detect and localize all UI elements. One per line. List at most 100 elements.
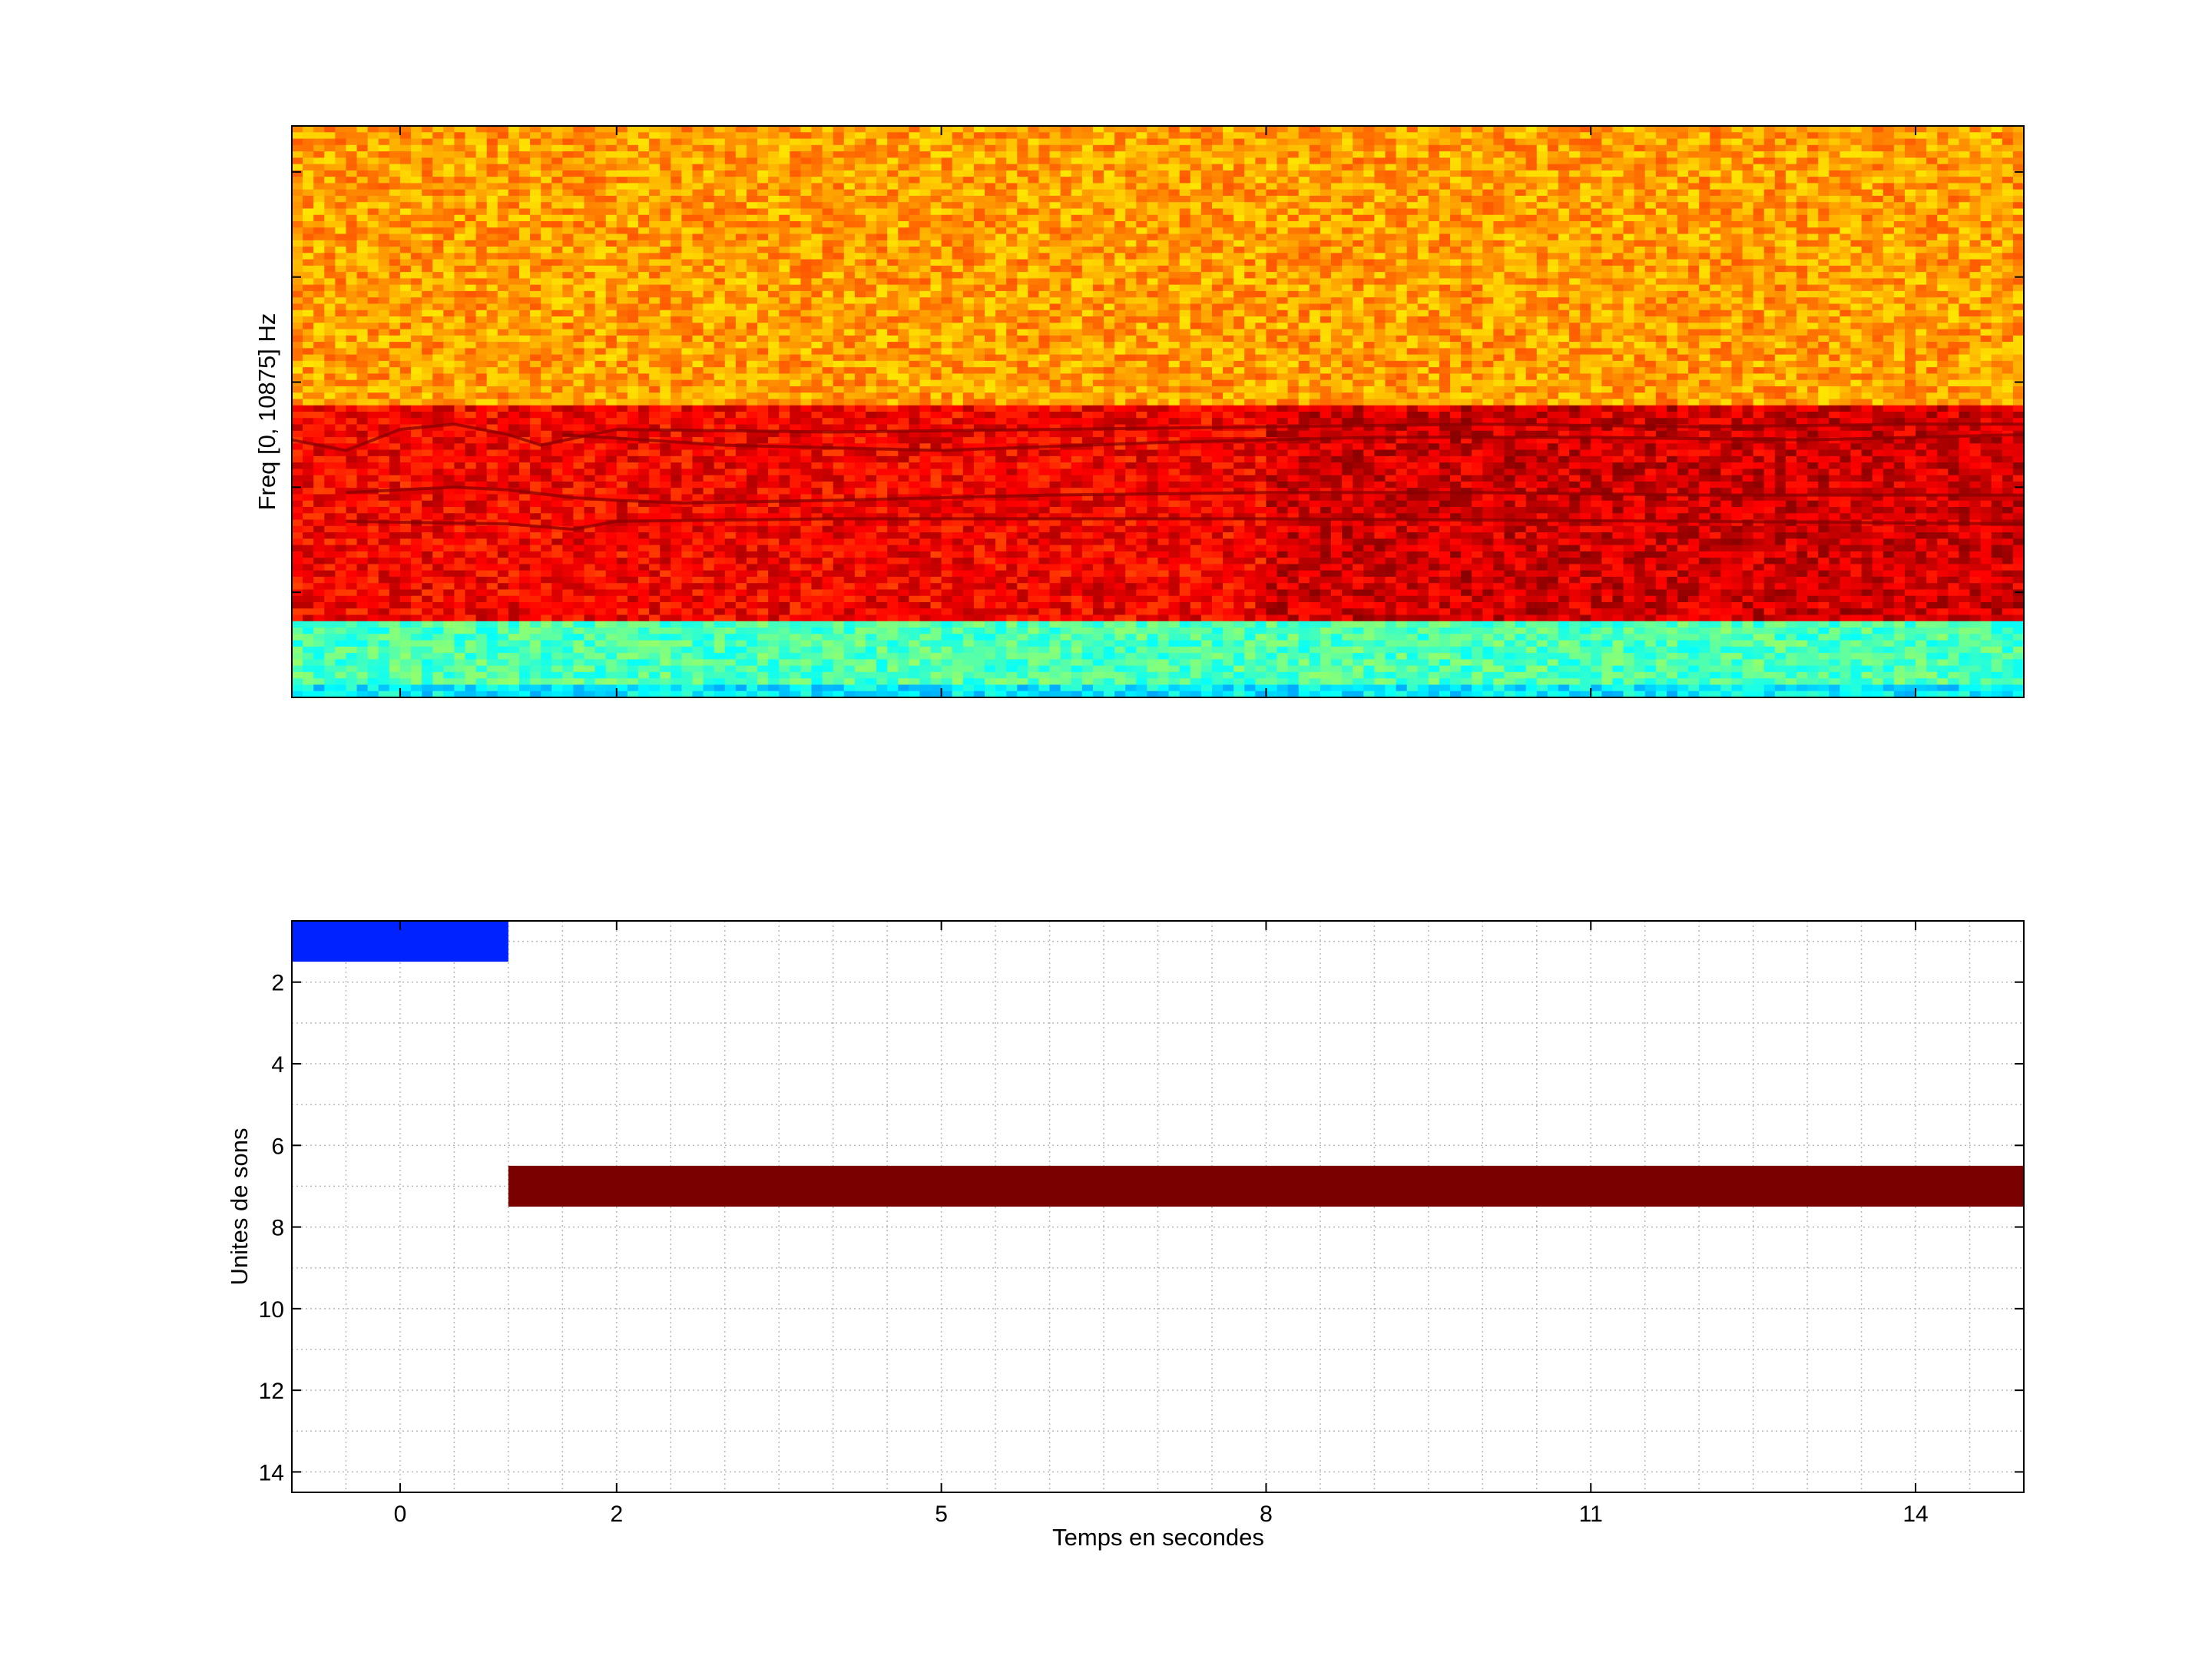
spectrogram-cell [1580, 145, 1591, 152]
spectrogram-cell [1624, 291, 1635, 298]
spectrogram-cell [1114, 247, 1126, 253]
spectrogram-cell [1374, 126, 1386, 133]
spectrogram-cell [812, 310, 823, 317]
spectrogram-cell [1807, 260, 1819, 267]
spectrogram-cell [595, 157, 607, 164]
spectrogram-cell [379, 132, 390, 139]
spectrogram-cell [952, 196, 964, 203]
spectrogram-cell [800, 247, 812, 253]
spectrogram-cell [1190, 196, 1202, 203]
spectrogram-cell [1223, 177, 1234, 184]
spectrogram-cell [573, 196, 584, 203]
spectrogram-cell [1385, 266, 1396, 273]
spectrogram-cell [465, 139, 477, 146]
spectrogram-cell [1580, 221, 1591, 228]
spectrogram-cell [1807, 126, 1819, 133]
spectrogram-cell [1331, 297, 1343, 304]
spectrogram-cell [757, 183, 769, 190]
spectrogram-cell [1093, 291, 1104, 298]
spectrogram-cell [714, 126, 726, 133]
spectrogram-cell [1407, 297, 1419, 304]
spectrogram-cell [1731, 171, 1743, 177]
spectrogram-cell [541, 221, 552, 228]
spectrogram-cell [812, 190, 823, 197]
spectrogram-cell [1905, 183, 1916, 190]
spectrogram-cell [1515, 291, 1527, 298]
spectrogram-cell [411, 202, 422, 209]
spectrogram-cell [1093, 190, 1104, 197]
spectrogram-cell [530, 196, 541, 203]
spectrogram-cell [1353, 157, 1364, 164]
spectrogram-cell [1818, 183, 1830, 190]
spectrogram-cell [1158, 202, 1170, 209]
spectrogram-cell [379, 285, 390, 292]
spectrogram-cell [1374, 221, 1386, 228]
spectrogram-cell [584, 151, 596, 158]
spectrogram-cell [1266, 227, 1277, 234]
spectrogram-cell [1894, 266, 1906, 273]
spectrogram-cell [1233, 132, 1245, 139]
spectrogram-cell [823, 202, 834, 209]
spectrogram-cell [1591, 126, 1602, 133]
spectrogram-cell [1873, 139, 1884, 146]
spectrogram-cell [292, 253, 303, 260]
spectrogram-cell [1959, 291, 1970, 298]
spectrogram-cell [422, 297, 433, 304]
spectrogram-cell [1061, 196, 1072, 203]
spectrogram-cell [757, 171, 769, 177]
spectrogram-cell [1461, 202, 1472, 209]
spectrogram-cell [1624, 316, 1635, 323]
spectrogram-cell [443, 316, 455, 323]
spectrogram-cell [1082, 227, 1094, 234]
spectrogram-cell [1699, 285, 1710, 292]
spectrogram-cell [346, 177, 357, 184]
spectrogram-cell [833, 266, 845, 273]
spectrogram-cell [335, 190, 346, 197]
spectrogram-cell [1851, 215, 1863, 222]
spectrogram-cell [1255, 215, 1267, 222]
spectrogram-cell [1818, 177, 1830, 184]
spectrogram-cell [1061, 145, 1072, 152]
spectrogram-cell [681, 278, 693, 285]
spectrogram-cell [1396, 151, 1408, 158]
spectrogram-cell [1699, 183, 1710, 190]
spectrogram-cell [1093, 297, 1104, 304]
spectrogram-cell [1807, 215, 1819, 222]
spectrogram-cell [487, 323, 498, 329]
spectrogram-cell [1093, 151, 1104, 158]
spectrogram-cell [1147, 297, 1158, 304]
spectrogram-cell [1233, 297, 1245, 304]
spectrogram-cell [1158, 132, 1170, 139]
spectrogram-cell [1667, 221, 1678, 228]
spectrogram-cell [1288, 139, 1300, 146]
spectrogram-cell [1028, 215, 1039, 222]
spectrogram-cell [1656, 132, 1667, 139]
spectrogram-cell [1266, 164, 1277, 171]
spectrogram-cell [1299, 196, 1310, 203]
spectrogram-cell [844, 132, 856, 139]
spectrogram-cell [606, 234, 618, 241]
spectrogram-cell [736, 227, 747, 234]
spectrogram-cell [2013, 266, 2025, 273]
spectrogram-cell [1125, 126, 1137, 133]
spectrogram-cell [411, 208, 422, 215]
spectrogram-cell [1873, 171, 1884, 177]
spectrogram-cell [1147, 303, 1158, 310]
spectrogram-cell [324, 126, 336, 133]
spectrogram-cell [768, 272, 780, 279]
spectrogram-cell [454, 126, 465, 133]
spectrogram-cell [1505, 132, 1516, 139]
spectrogram-cell [303, 145, 314, 152]
spectrogram-cell [1992, 196, 2003, 203]
spectrogram-cell [1288, 208, 1300, 215]
spectrogram-cell [1862, 151, 1873, 158]
spectrogram-cell [1905, 145, 1916, 152]
spectrogram-cell [1310, 247, 1321, 253]
spectrogram-cell [1786, 171, 1797, 177]
spectrogram-cell [1006, 171, 1018, 177]
spectrogram-cell [1429, 316, 1440, 323]
spectrogram-cell [1624, 310, 1635, 317]
spectrogram-cell [757, 247, 769, 253]
spectrogram-cell [1082, 202, 1094, 209]
spectrogram-cell [1169, 310, 1181, 317]
